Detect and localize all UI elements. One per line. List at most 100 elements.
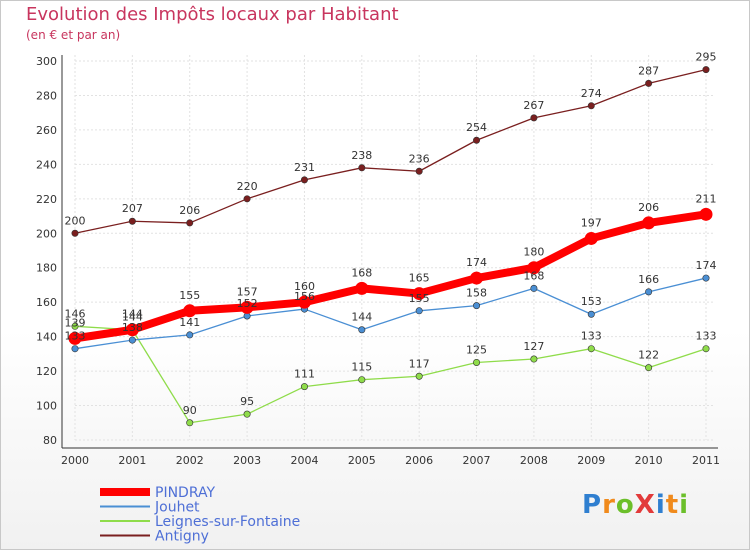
data-point	[645, 288, 653, 296]
data-label: 117	[409, 357, 430, 370]
data-point	[473, 358, 481, 366]
data-label: 115	[351, 361, 372, 374]
legend-label: PINDRAY	[155, 485, 215, 501]
x-tick-label: 2000	[61, 454, 89, 467]
data-label: 197	[581, 216, 602, 229]
x-tick-label: 2011	[692, 454, 720, 467]
y-tick-label: 280	[36, 89, 57, 102]
data-point	[584, 231, 598, 245]
data-point	[587, 102, 595, 110]
data-point	[300, 383, 308, 391]
data-label: 168	[523, 269, 544, 282]
data-point	[358, 376, 366, 384]
y-tick-label: 120	[36, 365, 57, 378]
data-label: 211	[696, 192, 717, 205]
legend-label: Jouhet	[154, 500, 200, 516]
data-point	[355, 281, 369, 295]
data-label: 166	[638, 273, 659, 286]
grid	[74, 55, 714, 441]
data-point	[642, 216, 656, 230]
data-label: 206	[179, 204, 200, 217]
data-point	[412, 287, 426, 301]
y-tick-label: 80	[43, 434, 57, 447]
data-label: 158	[466, 287, 487, 300]
data-label: 144	[351, 311, 372, 324]
data-point	[71, 229, 79, 237]
chart-title: Evolution des Impôts locaux par Habitant	[26, 4, 399, 25]
series-line	[74, 277, 707, 350]
data-label: 90	[183, 404, 197, 417]
data-point	[530, 114, 538, 122]
data-point	[128, 336, 136, 344]
data-point	[415, 307, 423, 315]
data-label: 168	[351, 266, 372, 279]
data-label: 165	[409, 272, 430, 285]
data-point	[645, 79, 653, 87]
x-tick-label: 2010	[635, 454, 663, 467]
series-layer	[68, 66, 713, 427]
data-label: 287	[638, 64, 659, 77]
series-line	[74, 325, 707, 424]
data-label: 174	[696, 259, 717, 272]
y-tick-label: 140	[36, 331, 57, 344]
data-point	[186, 331, 194, 339]
data-point	[530, 284, 538, 292]
data-point	[243, 410, 251, 418]
data-point	[125, 323, 139, 337]
data-label: 236	[409, 152, 430, 165]
legend-label: Antigny	[155, 529, 209, 545]
data-point	[358, 164, 366, 172]
axes: 80 100 120 140 160 180 200 220 240 260 280 300 2000 2…	[36, 55, 720, 467]
data-label: 153	[581, 295, 602, 308]
data-label: 295	[696, 51, 717, 64]
data-label: 180	[523, 246, 544, 259]
data-point	[473, 302, 481, 310]
legend-label: Leignes-sur-Fontaine	[155, 514, 300, 530]
data-point	[587, 310, 595, 318]
data-point	[530, 355, 538, 363]
data-point	[358, 326, 366, 334]
data-label: 267	[523, 99, 544, 112]
chart-subtitle: (en € et par an)	[26, 28, 121, 42]
x-tick-label: 2006	[405, 454, 433, 467]
data-label: 200	[65, 214, 86, 227]
data-point	[300, 176, 308, 184]
y-tick-label: 260	[36, 124, 57, 137]
data-label: 133	[696, 330, 717, 343]
x-tick-label: 2005	[348, 454, 376, 467]
y-tick-label: 200	[36, 227, 57, 240]
data-point	[470, 271, 484, 285]
data-point	[702, 66, 710, 74]
x-tick-label: 2001	[118, 454, 146, 467]
data-point	[702, 274, 710, 282]
data-point	[71, 345, 79, 353]
data-label: 207	[122, 202, 143, 215]
data-label: 220	[237, 180, 258, 193]
series-line	[71, 210, 710, 343]
data-label: 157	[237, 285, 258, 298]
data-label: 122	[638, 349, 659, 362]
data-label: 160	[294, 280, 315, 293]
data-point	[186, 419, 194, 427]
data-label: 206	[638, 201, 659, 214]
data-label: 95	[240, 395, 254, 408]
x-tick-label: 2009	[577, 454, 605, 467]
data-label: 155	[179, 289, 200, 302]
data-point	[186, 219, 194, 227]
series-line	[74, 68, 707, 234]
data-point	[71, 322, 79, 330]
y-tick-label: 300	[36, 55, 57, 68]
data-point	[183, 304, 197, 318]
x-tick-label: 2002	[176, 454, 204, 467]
data-point	[527, 261, 541, 275]
data-label: 144	[122, 311, 143, 324]
data-point	[68, 331, 82, 345]
data-label: 174	[466, 256, 487, 269]
data-point	[243, 195, 251, 203]
data-label: 125	[466, 343, 487, 356]
y-tick-label: 240	[36, 158, 57, 171]
